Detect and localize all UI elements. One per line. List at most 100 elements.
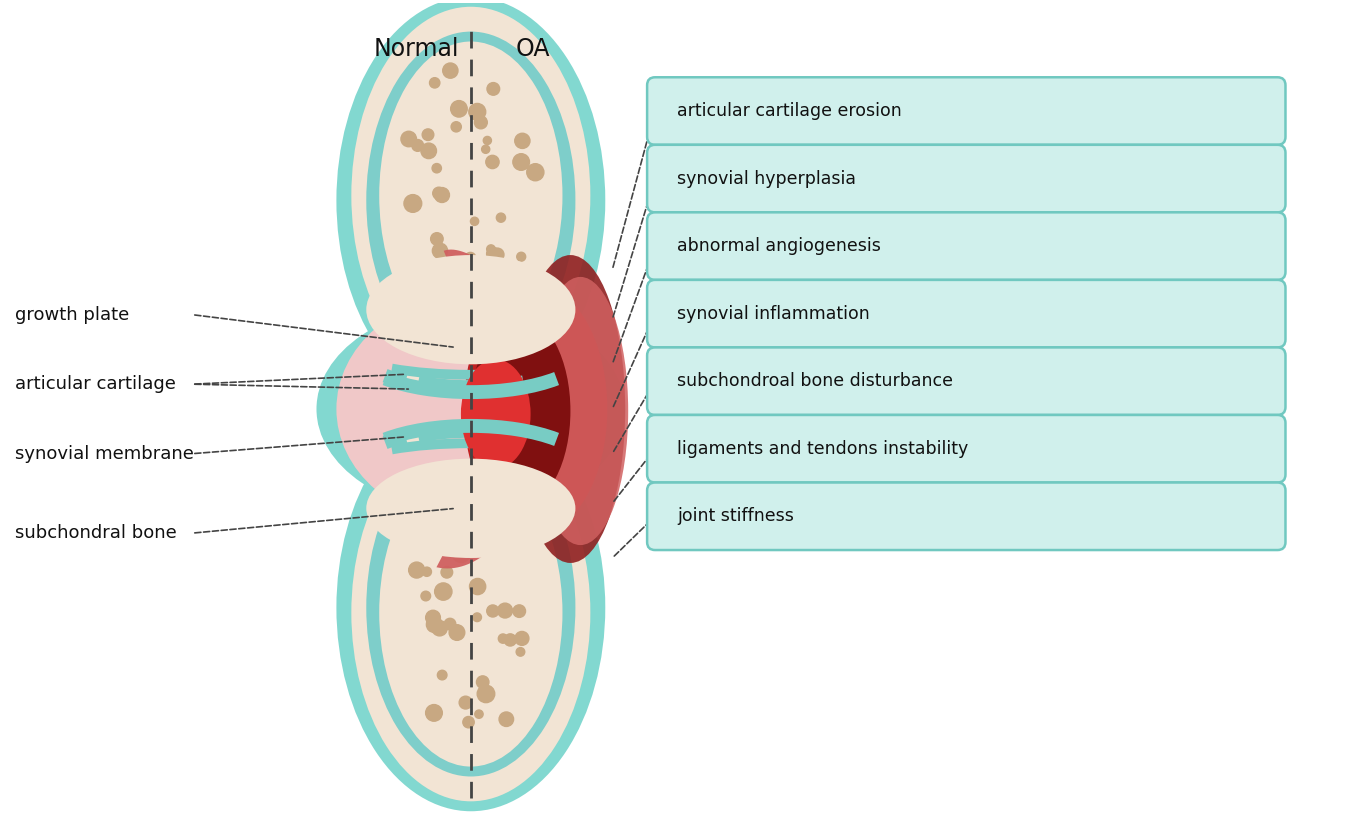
Circle shape [423, 129, 433, 141]
Ellipse shape [366, 439, 575, 776]
Circle shape [452, 276, 462, 285]
Circle shape [513, 510, 521, 519]
Circle shape [498, 603, 513, 618]
Circle shape [425, 704, 443, 722]
Circle shape [467, 538, 482, 553]
Circle shape [514, 631, 529, 645]
FancyBboxPatch shape [647, 415, 1285, 482]
Text: abnormal angiogenesis: abnormal angiogenesis [676, 238, 880, 255]
Text: articular cartilage erosion: articular cartilage erosion [676, 102, 902, 120]
Circle shape [464, 252, 475, 263]
Ellipse shape [359, 329, 413, 488]
Circle shape [441, 567, 452, 578]
Ellipse shape [379, 42, 563, 350]
Circle shape [483, 137, 491, 145]
Circle shape [423, 567, 432, 577]
Ellipse shape [351, 424, 590, 801]
Ellipse shape [351, 7, 590, 384]
Circle shape [432, 621, 447, 636]
Circle shape [451, 122, 462, 132]
Circle shape [474, 116, 487, 129]
Circle shape [512, 283, 520, 292]
Circle shape [491, 523, 508, 540]
Circle shape [514, 133, 531, 148]
Circle shape [435, 188, 450, 202]
Ellipse shape [464, 285, 608, 533]
Ellipse shape [471, 317, 571, 505]
Circle shape [436, 303, 454, 320]
Text: synovial membrane: synovial membrane [15, 445, 193, 463]
Ellipse shape [336, 0, 605, 404]
Text: OA: OA [516, 38, 549, 61]
Circle shape [482, 145, 490, 153]
Circle shape [450, 625, 464, 640]
Circle shape [427, 617, 443, 632]
Circle shape [482, 483, 493, 493]
Circle shape [470, 283, 487, 300]
Circle shape [500, 712, 513, 726]
Circle shape [462, 514, 471, 524]
Circle shape [497, 213, 505, 222]
Circle shape [467, 523, 485, 541]
Circle shape [444, 258, 460, 274]
Ellipse shape [379, 459, 563, 767]
Circle shape [491, 248, 504, 261]
Circle shape [526, 164, 544, 181]
Text: subchondroal bone disturbance: subchondroal bone disturbance [676, 372, 953, 390]
Circle shape [487, 245, 495, 253]
Circle shape [504, 634, 516, 646]
Circle shape [429, 78, 440, 88]
Circle shape [486, 156, 500, 169]
Circle shape [431, 495, 441, 505]
Circle shape [451, 101, 467, 117]
Circle shape [421, 591, 431, 601]
Circle shape [433, 188, 446, 199]
Circle shape [512, 283, 529, 299]
Ellipse shape [336, 404, 605, 812]
Text: subchondral bone: subchondral bone [15, 524, 177, 542]
Circle shape [474, 495, 483, 505]
FancyBboxPatch shape [647, 77, 1285, 145]
Circle shape [431, 233, 443, 245]
Ellipse shape [383, 468, 559, 552]
Circle shape [468, 103, 486, 120]
FancyBboxPatch shape [647, 280, 1285, 347]
Circle shape [440, 303, 456, 319]
Circle shape [454, 546, 470, 563]
Circle shape [444, 618, 456, 630]
Ellipse shape [383, 266, 559, 350]
Circle shape [440, 257, 454, 270]
Ellipse shape [366, 255, 575, 364]
Text: synovial hyperplasia: synovial hyperplasia [676, 170, 856, 188]
Circle shape [470, 578, 486, 595]
Circle shape [487, 605, 500, 617]
Circle shape [443, 63, 458, 79]
Circle shape [513, 605, 525, 618]
Polygon shape [436, 250, 576, 568]
Circle shape [466, 272, 481, 287]
Ellipse shape [336, 295, 605, 523]
Text: articular cartilage: articular cartilage [15, 375, 176, 393]
Text: synovial inflammation: synovial inflammation [676, 305, 869, 323]
Ellipse shape [366, 459, 575, 558]
Circle shape [409, 562, 425, 578]
Circle shape [436, 308, 447, 318]
Circle shape [452, 545, 470, 562]
Ellipse shape [460, 360, 531, 468]
Text: growth plate: growth plate [15, 305, 130, 324]
Circle shape [421, 143, 436, 159]
Circle shape [463, 717, 474, 728]
Circle shape [404, 195, 421, 212]
Circle shape [498, 634, 508, 643]
Circle shape [510, 280, 524, 293]
Circle shape [412, 139, 424, 152]
Circle shape [501, 518, 516, 533]
Circle shape [472, 613, 482, 622]
Circle shape [431, 525, 439, 533]
Circle shape [521, 535, 532, 545]
Circle shape [485, 291, 493, 300]
Circle shape [435, 583, 452, 600]
Circle shape [477, 676, 489, 688]
Circle shape [459, 489, 467, 497]
Ellipse shape [366, 32, 575, 369]
